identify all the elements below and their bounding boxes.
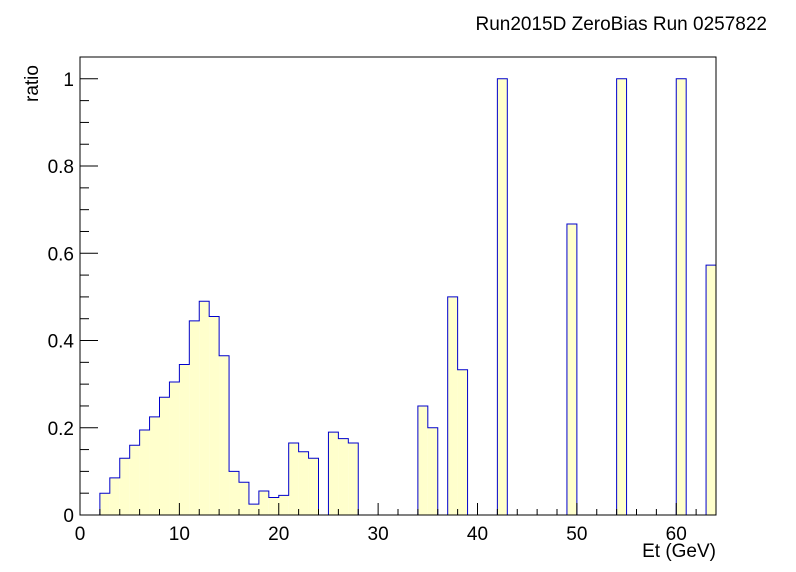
histogram-bar-27 [348, 443, 359, 515]
histogram-bar-38 [457, 369, 468, 515]
x-tick-label: 0 [75, 524, 86, 545]
histogram-bar-14 [219, 355, 230, 515]
histogram-bar-22 [298, 451, 309, 515]
histogram-bar-18 [258, 491, 269, 515]
x-tick-label: 50 [566, 524, 587, 545]
x-tick-label: 30 [368, 524, 389, 545]
x-tick-label: 10 [169, 524, 190, 545]
histogram-bar-6 [139, 429, 150, 515]
x-tick-label: 60 [666, 524, 687, 545]
y-axis: 0 0.2 0.4 0.6 0.8 1 [48, 70, 98, 527]
histogram-bar-5 [129, 445, 140, 515]
y-tick-label: 0.4 [48, 332, 75, 353]
y-tick-label: 0.8 [48, 157, 74, 178]
x-axis: 0 10 20 30 40 50 60 [75, 503, 717, 545]
y-axis-label: ratio [22, 65, 43, 102]
histogram-bar-49 [566, 224, 577, 515]
chart-title: Run2015D ZeroBias Run 0257822 [475, 14, 767, 35]
histogram-bar-8 [159, 397, 170, 515]
histogram-bar-10 [179, 364, 190, 515]
bars-group [99, 78, 716, 516]
histogram-bar-7 [149, 416, 160, 515]
histogram-bar-2 [99, 493, 110, 515]
histogram-bar-23 [308, 458, 319, 515]
histogram-bar-16 [239, 482, 249, 515]
histogram-bar-19 [268, 497, 279, 515]
histogram-bar-15 [229, 471, 239, 515]
histogram-bar-60 [676, 78, 687, 516]
histogram-bar-12 [199, 301, 210, 515]
histogram-bar-21 [288, 443, 299, 515]
histogram-bar-54 [616, 78, 627, 516]
histogram-bar-37 [447, 296, 458, 515]
y-tick-label: 1 [63, 70, 74, 91]
histogram-bar-42 [497, 78, 508, 516]
y-tick-label: 0.2 [48, 419, 74, 440]
histogram-bar-26 [338, 438, 349, 515]
histogram-bar-20 [278, 495, 289, 515]
histogram-bar-35 [427, 427, 438, 515]
histogram-bar-9 [169, 381, 180, 515]
y-tick-label: 0.6 [48, 244, 74, 265]
histogram-bar-17 [248, 504, 259, 515]
histogram-bar-4 [119, 458, 130, 515]
histogram-bar-63 [706, 265, 716, 515]
x-tick-label: 40 [467, 524, 488, 545]
histogram-bar-11 [189, 320, 200, 515]
histogram-bar-34 [417, 405, 428, 515]
histogram-bar-25 [328, 432, 339, 515]
histogram-bar-13 [209, 316, 220, 515]
x-axis-label: Et (GeV) [642, 541, 716, 562]
x-tick-label: 20 [268, 524, 289, 545]
y-tick-label: 0 [63, 506, 74, 527]
histogram-bar-3 [109, 477, 120, 515]
